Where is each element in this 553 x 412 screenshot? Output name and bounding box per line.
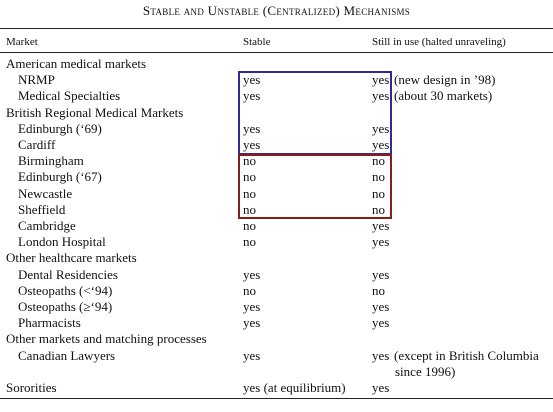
market-cell: Canadian Lawyers — [18, 347, 116, 363]
market-cell: Newcastle — [18, 185, 73, 201]
still-cell: yes — [372, 234, 390, 250]
stable-box — [238, 71, 392, 155]
stable-cell: no — [243, 153, 256, 169]
still-cell: yes — [372, 218, 390, 233]
still-cell: no — [372, 169, 385, 185]
market-cell: Cambridge — [18, 218, 76, 233]
group-label: Other markets and matching processes — [6, 331, 207, 347]
stable-cell: yes — [243, 88, 261, 104]
still-cell: yes — [372, 347, 390, 363]
note: (except in British Columbia — [394, 347, 539, 363]
market-cell: London Hospital — [18, 234, 106, 250]
stable-cell: no — [243, 169, 256, 185]
header-cell: Stable — [243, 36, 271, 48]
header-cell: Market — [6, 36, 38, 48]
bottom-rule — [0, 398, 553, 399]
market-cell: Pharmacists — [18, 315, 81, 331]
still-cell: yes — [372, 137, 390, 152]
stable-cell: no — [243, 185, 256, 201]
header-cell: Still in use (halted unraveling) — [372, 36, 506, 48]
still-cell: no — [372, 185, 385, 201]
stable-cell: no — [243, 282, 256, 298]
still-cell: yes — [372, 120, 390, 136]
stable-cell: yes — [243, 120, 261, 136]
market-cell: Osteopaths (≥‘94) — [18, 299, 113, 314]
header-rule — [0, 52, 553, 53]
still-cell: yes — [372, 299, 390, 314]
still-cell: yes — [372, 266, 390, 282]
table-title: Stable and Unstable (Centralized) Mechan… — [142, 3, 411, 18]
stable-cell: yes — [243, 347, 261, 363]
note: (new design in ’98) — [394, 72, 496, 88]
stable-cell: yes (at equilibrium) — [243, 380, 346, 395]
market-cell: Sheffield — [18, 201, 66, 217]
stable-cell: yes — [243, 266, 261, 282]
note: since 1996) — [395, 363, 456, 379]
stable-cell: yes — [243, 137, 261, 152]
market-cell: Edinburgh (‘69) — [18, 120, 102, 136]
market-cell: Cardiff — [18, 137, 56, 152]
still-cell: yes — [372, 72, 390, 88]
group-label: Sororities — [6, 380, 57, 395]
market-cell: Medical Specialties — [18, 88, 121, 104]
market-cell: NRMP — [18, 72, 55, 88]
stable-cell: no — [243, 201, 256, 217]
top-rule — [0, 28, 553, 29]
unstable-box — [238, 154, 392, 219]
stable-cell: yes — [243, 315, 261, 331]
group-label: Other healthcare markets — [6, 250, 137, 266]
market-cell: Dental Residencies — [18, 266, 118, 282]
still-cell: no — [372, 201, 385, 217]
stable-cell: no — [243, 234, 256, 250]
group-label: American medical markets — [6, 56, 147, 71]
still-cell: yes — [372, 380, 390, 395]
group-label: British Regional Medical Markets — [6, 104, 184, 120]
still-cell: yes — [372, 88, 390, 104]
still-cell: no — [372, 153, 385, 169]
stable-cell: yes — [243, 299, 261, 314]
market-cell: Birmingham — [18, 153, 84, 169]
still-cell: yes — [372, 315, 390, 331]
market-cell: Edinburgh (‘67) — [18, 169, 102, 185]
note: (about 30 markets) — [394, 88, 493, 104]
stable-cell: no — [243, 218, 256, 233]
stable-cell: yes — [243, 72, 261, 88]
still-cell: no — [372, 282, 385, 298]
market-cell: Osteopaths (<‘94) — [18, 282, 113, 298]
